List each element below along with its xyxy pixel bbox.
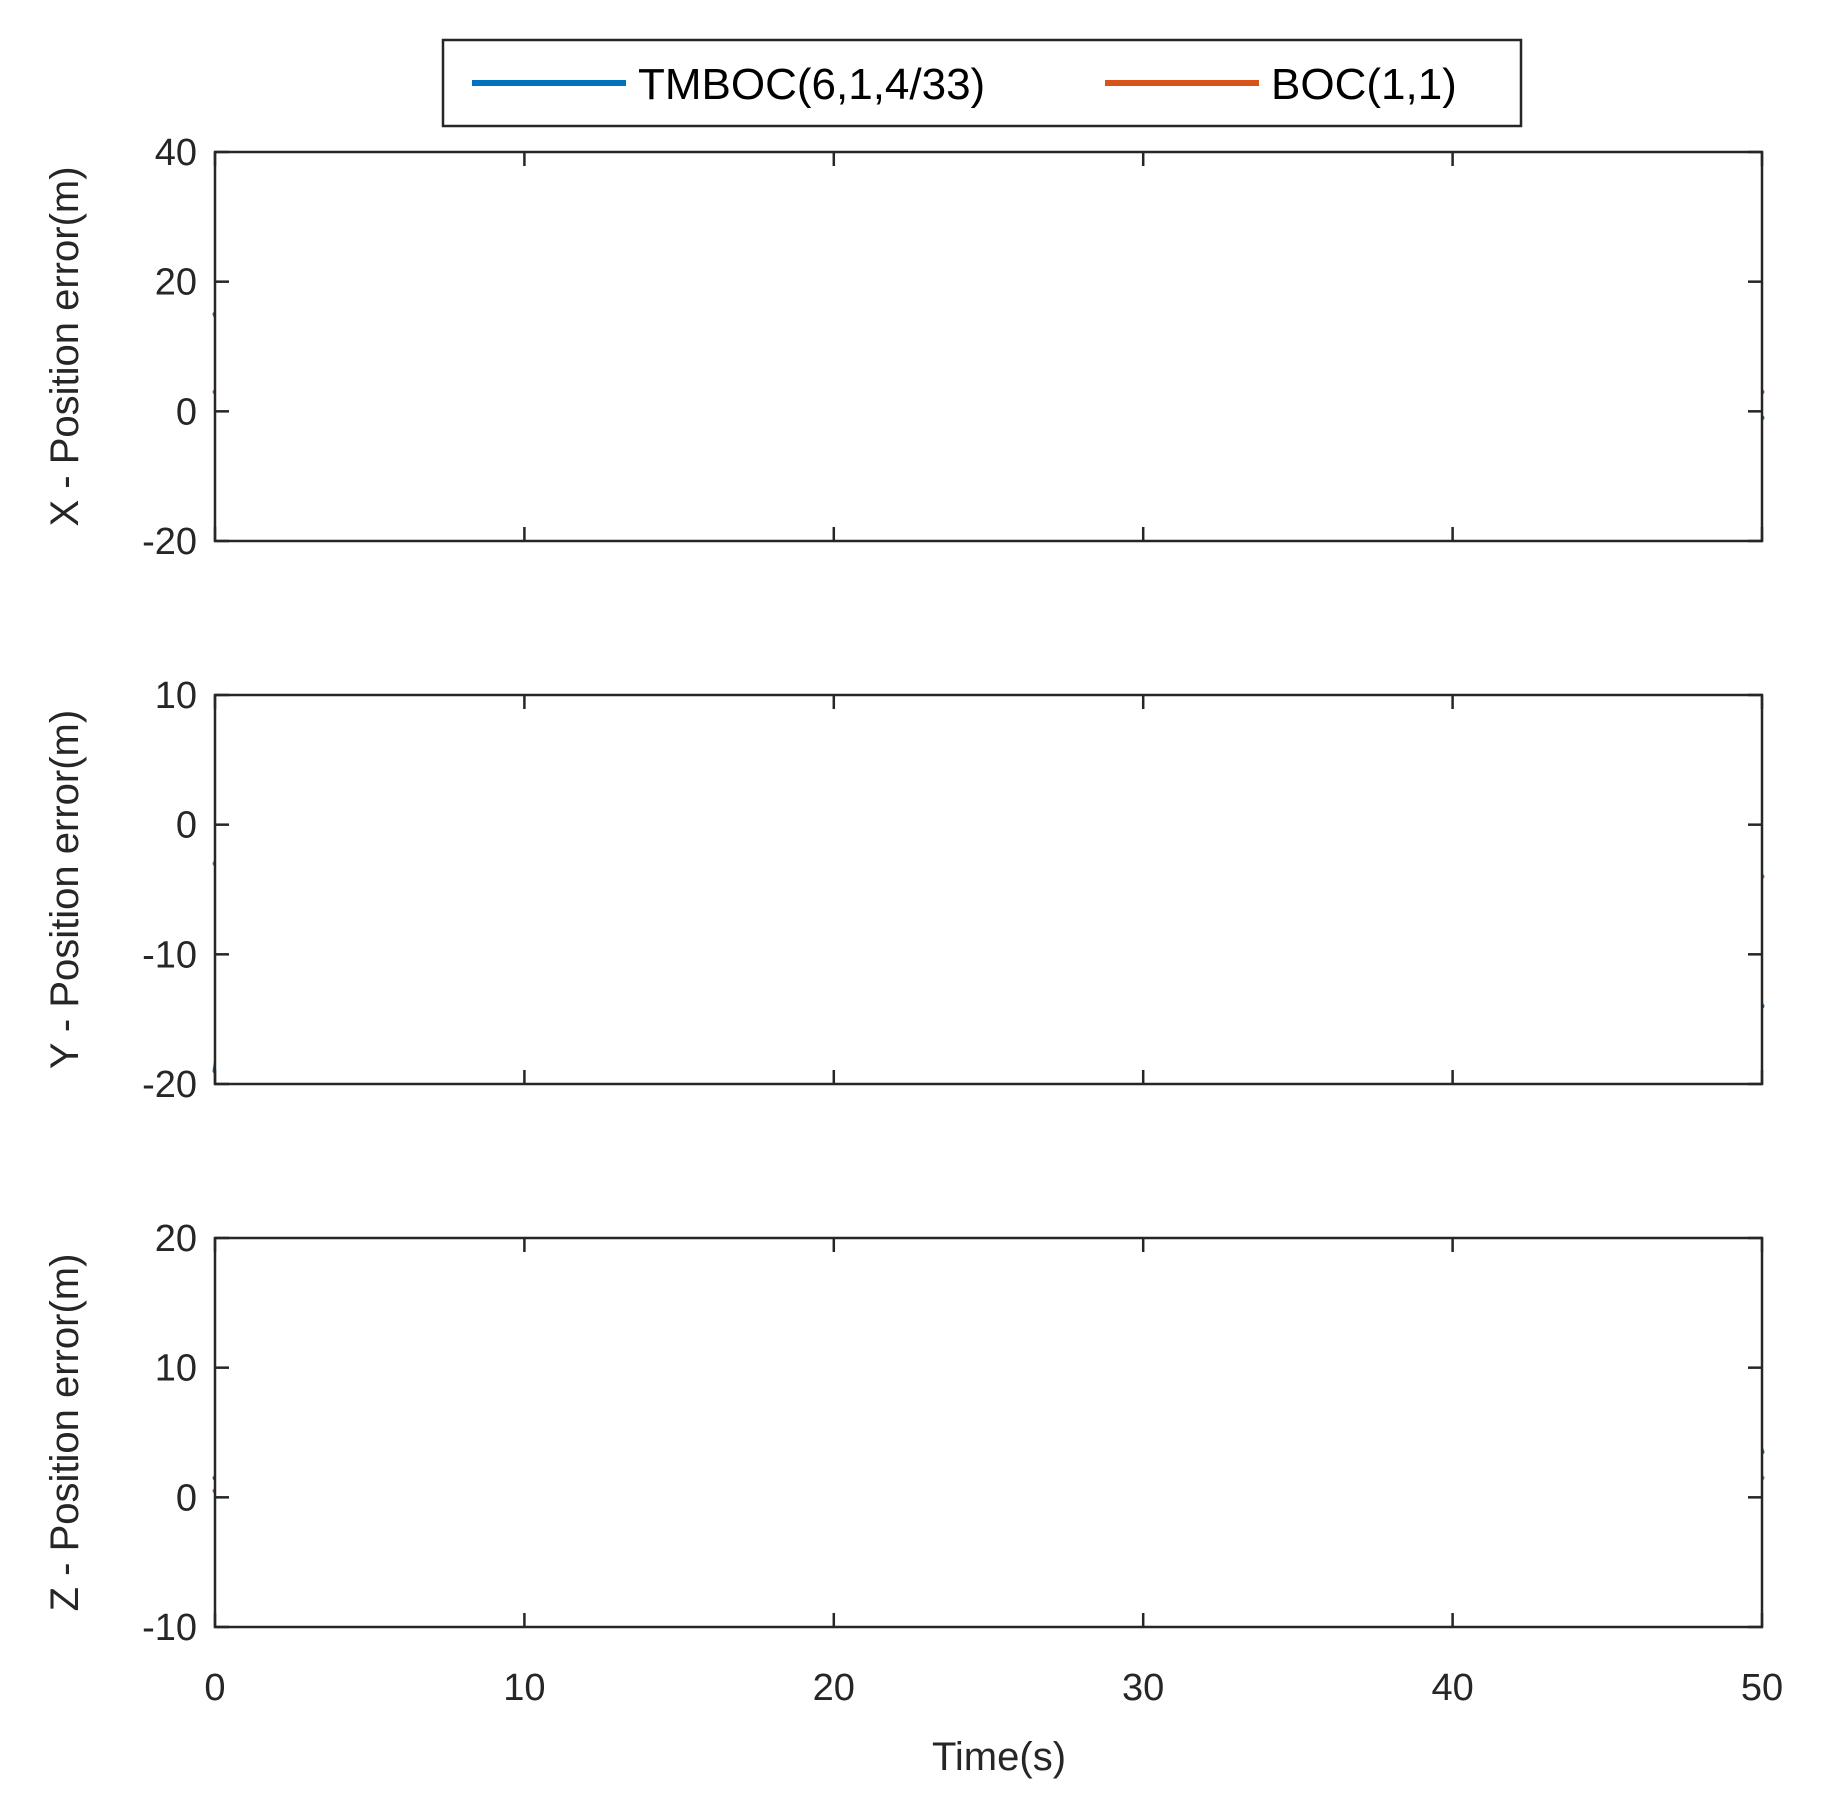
y-error-subplot: -20 -10 0 10 Y - Position error(m) xyxy=(43,675,1765,1106)
z-error-subplot: -10 0 10 20 Z - Position error(m) xyxy=(43,1218,1765,1649)
xtick-label: 20 xyxy=(813,1667,855,1709)
y-ytick-label: -10 xyxy=(142,934,197,976)
y-ytick-label: -20 xyxy=(142,1064,197,1106)
xtick-label: 40 xyxy=(1431,1667,1473,1709)
x-axis-title: Time(s) xyxy=(932,1735,1066,1779)
y-ytick-label: 0 xyxy=(176,805,197,847)
z-ytick-label: 10 xyxy=(155,1348,197,1390)
z-axes-frame xyxy=(213,1236,1764,1629)
z-ytick-label: -10 xyxy=(142,1607,197,1649)
xtick-label: 30 xyxy=(1122,1667,1164,1709)
y-y-axis-title: Y - Position error(m) xyxy=(43,710,87,1069)
x-axes-frame xyxy=(213,150,1764,543)
x-error-subplot: -20 0 20 40 X - Position error(m) xyxy=(43,132,1765,563)
xtick-label: 10 xyxy=(503,1667,545,1709)
x-ytick-label: 20 xyxy=(155,262,197,304)
y-ytick-label: 10 xyxy=(155,675,197,717)
y-axes-frame xyxy=(213,693,1764,1086)
legend-label-boc: BOC(1,1) xyxy=(1271,60,1457,109)
x-ytick-label: 0 xyxy=(176,391,197,433)
z-ytick-label: 0 xyxy=(176,1477,197,1519)
x-tick-labels: 0 10 20 30 40 50 xyxy=(204,1667,1783,1709)
legend: TMBOC(6,1,4/33) BOC(1,1) xyxy=(441,38,1523,128)
xtick-label: 50 xyxy=(1741,1667,1783,1709)
z-y-axis-title: Z - Position error(m) xyxy=(43,1254,87,1612)
x-ytick-label: 40 xyxy=(155,132,197,174)
x-ytick-label: -20 xyxy=(142,521,197,563)
z-ytick-label: 20 xyxy=(155,1218,197,1260)
x-y-axis-title: X - Position error(m) xyxy=(43,166,87,526)
legend-label-tmboc: TMBOC(6,1,4/33) xyxy=(638,60,985,109)
xtick-label: 0 xyxy=(204,1667,225,1709)
